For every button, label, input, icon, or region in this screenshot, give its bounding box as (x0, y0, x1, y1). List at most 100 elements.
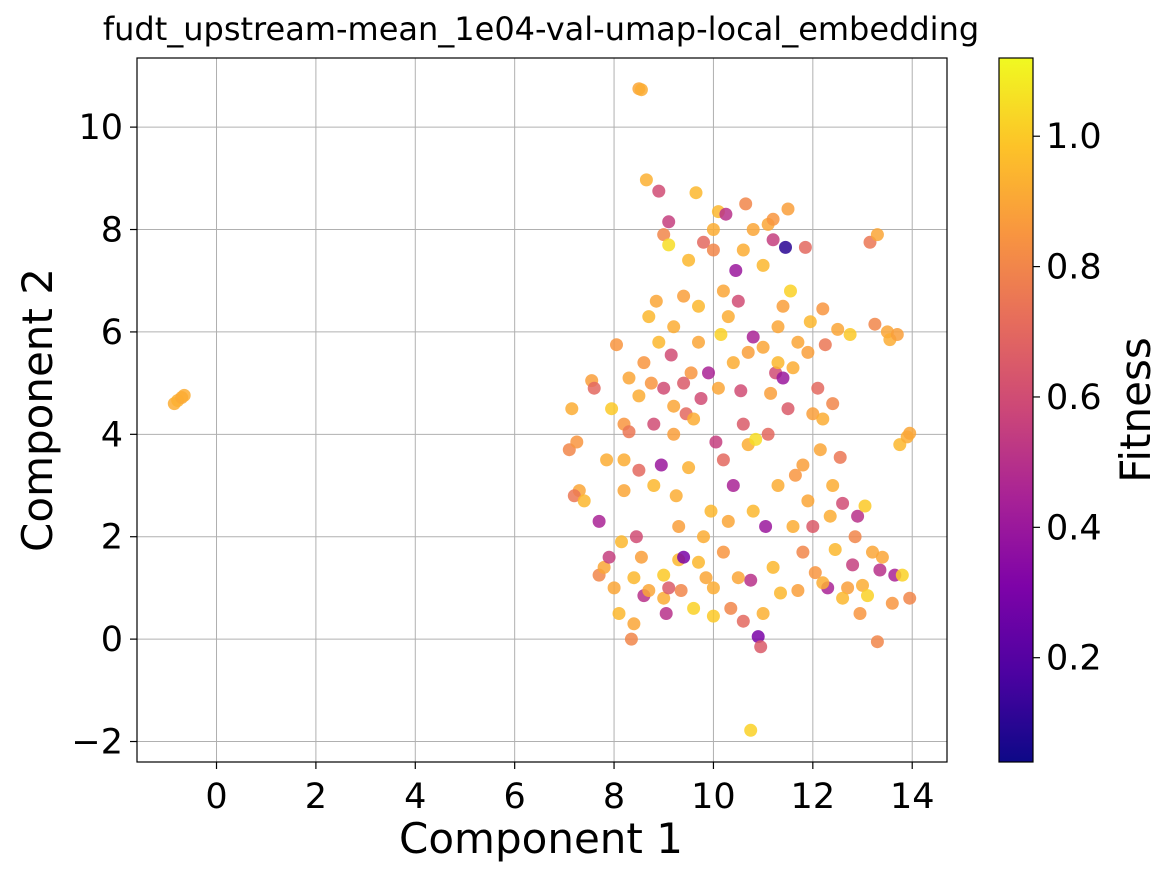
data-point (600, 453, 614, 467)
data-point (697, 530, 710, 544)
data-point (836, 591, 850, 605)
data-point (846, 558, 860, 572)
data-point (806, 520, 820, 533)
data-point (796, 545, 810, 559)
data-point (781, 402, 795, 416)
data-point (756, 258, 770, 272)
data-point (637, 356, 651, 370)
data-point (570, 435, 584, 449)
data-point (736, 417, 750, 431)
data-point (667, 427, 681, 441)
colorbar-ticks: 0.2 0.4 0.6 0.8 1.0 (1033, 117, 1102, 679)
data-point (836, 496, 850, 510)
y-tick-label: 6 (101, 313, 123, 353)
data-point (776, 371, 790, 385)
data-point (788, 468, 802, 482)
data-point (774, 586, 787, 600)
data-point (766, 560, 780, 574)
data-point (870, 228, 884, 242)
data-point (885, 596, 899, 610)
data-point (664, 348, 678, 362)
data-point (615, 535, 628, 549)
data-point (766, 212, 780, 226)
data-point (647, 417, 661, 431)
data-point (649, 294, 663, 308)
data-point (784, 284, 797, 298)
data-point (823, 509, 837, 523)
data-point (895, 568, 909, 582)
y-tick-label: 0 (101, 620, 123, 660)
data-point (692, 555, 705, 569)
data-point (567, 489, 581, 503)
data-point (764, 386, 778, 400)
data-point (699, 571, 713, 585)
data-point (692, 299, 705, 313)
data-point (587, 381, 601, 395)
data-point (684, 366, 698, 380)
data-point (903, 426, 917, 440)
data-point (177, 388, 191, 402)
data-point (746, 330, 760, 344)
data-point (726, 356, 740, 370)
data-point (657, 228, 671, 242)
data-point (565, 402, 579, 416)
y-tick-label: 2 (101, 518, 123, 558)
data-point (746, 223, 760, 236)
x-tick-label: 12 (791, 777, 836, 817)
data-point (808, 566, 822, 580)
data-point (771, 479, 785, 492)
data-point (875, 550, 889, 564)
data-point (682, 461, 696, 475)
colorbar-tick-label: 0.4 (1046, 508, 1102, 548)
data-point (706, 609, 720, 623)
data-point (861, 589, 874, 603)
data-point (833, 450, 847, 464)
data-point (813, 443, 827, 457)
data-point (831, 322, 845, 336)
x-tick-label: 14 (890, 777, 935, 817)
y-axis-ticks: −2 0 2 4 6 8 10 (71, 108, 137, 763)
colorbar-tick-label: 0.2 (1046, 639, 1102, 679)
data-point (796, 458, 810, 472)
data-point (622, 425, 636, 439)
data-point (687, 412, 701, 426)
data-point (816, 412, 830, 426)
data-point (779, 240, 792, 254)
data-point (848, 530, 862, 544)
data-point (791, 335, 805, 349)
data-point (642, 584, 656, 597)
x-tick-label: 6 (504, 777, 526, 817)
data-point (761, 427, 775, 441)
data-point (751, 630, 765, 644)
data-point (647, 479, 661, 492)
data-point (786, 361, 800, 375)
data-point (622, 371, 636, 385)
data-point (798, 240, 812, 254)
data-point (739, 197, 753, 211)
data-point (642, 310, 656, 324)
y-tick-label: −2 (71, 723, 123, 763)
data-point (903, 591, 917, 605)
data-point (716, 545, 730, 559)
data-point (736, 614, 750, 628)
data-point (612, 607, 626, 620)
data-point (706, 223, 720, 236)
data-point (754, 640, 768, 654)
data-point (605, 402, 619, 416)
data-point (766, 233, 780, 247)
data-point (866, 545, 879, 559)
data-point (801, 494, 815, 508)
data-point (677, 289, 691, 303)
data-point (662, 238, 676, 252)
data-point (677, 550, 691, 564)
data-point (654, 458, 668, 472)
data-point (610, 338, 623, 352)
data-point (704, 504, 718, 518)
data-point (607, 581, 621, 595)
data-point (682, 253, 696, 267)
data-point (781, 202, 795, 216)
data-point (689, 186, 703, 200)
data-point (786, 520, 800, 533)
